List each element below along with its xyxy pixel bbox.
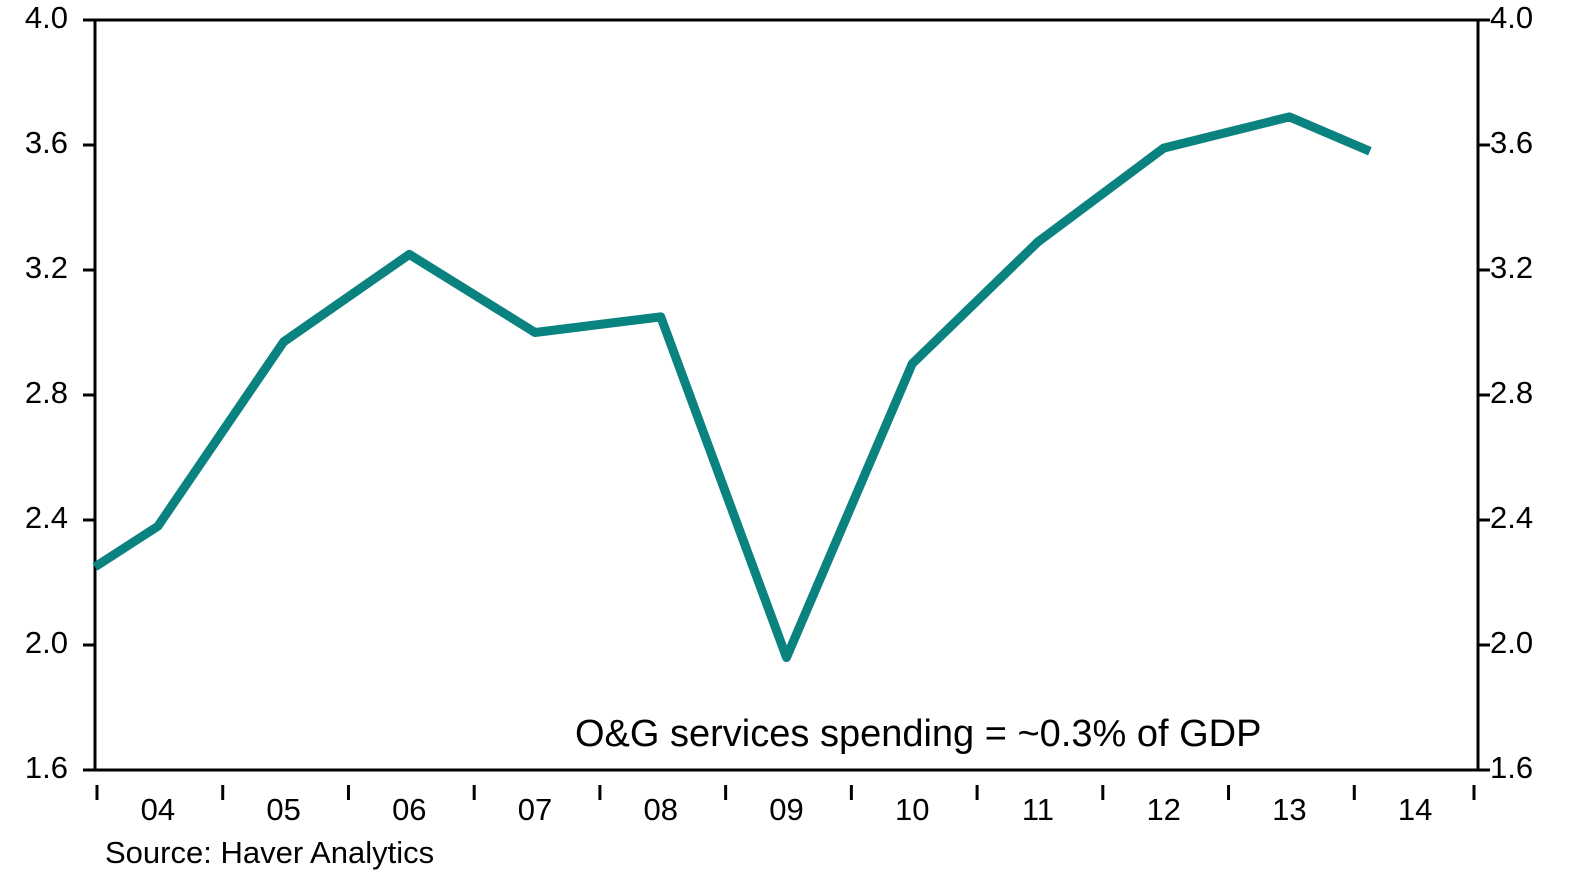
- source: Source: Haver Analytics: [105, 835, 434, 870]
- y-tick-label: 3.2: [25, 250, 68, 285]
- x-tick-label: 04: [141, 792, 175, 827]
- y-tick-label: 2.0: [25, 625, 68, 660]
- x-tick-label: 14: [1398, 792, 1432, 827]
- x-tick-label: 06: [392, 792, 426, 827]
- y-tick-label: 3.6: [25, 125, 68, 160]
- y-tick-label: 4.0: [25, 0, 68, 35]
- x-tick-label: 08: [644, 792, 678, 827]
- y2-tick-label: 2.4: [1490, 500, 1533, 535]
- y2-tick-label: 2.0: [1490, 625, 1533, 660]
- x-tick-label: 09: [769, 792, 803, 827]
- y2-tick-label: 4.0: [1490, 0, 1533, 35]
- x-tick-label: 11: [1022, 792, 1054, 827]
- x-tick-label: 12: [1146, 792, 1180, 827]
- y-tick-label: 2.8: [25, 375, 68, 410]
- x-tick-label: 05: [266, 792, 300, 827]
- y2-tick-label: 3.2: [1490, 250, 1533, 285]
- annotation: O&G services spending = ~0.3% of GDP: [575, 713, 1261, 755]
- y2-tick-label: 2.8: [1490, 375, 1533, 410]
- x-tick-label: 13: [1272, 792, 1306, 827]
- x-tick-label: 10: [895, 792, 929, 827]
- x-tick-label: 07: [518, 792, 552, 827]
- y-tick-label: 2.4: [25, 500, 68, 535]
- data-line: [92, 112, 1372, 662]
- y2-tick-label: 3.6: [1490, 125, 1533, 160]
- y2-tick-label: 1.6: [1490, 750, 1533, 785]
- y-tick-label: 1.6: [25, 750, 68, 785]
